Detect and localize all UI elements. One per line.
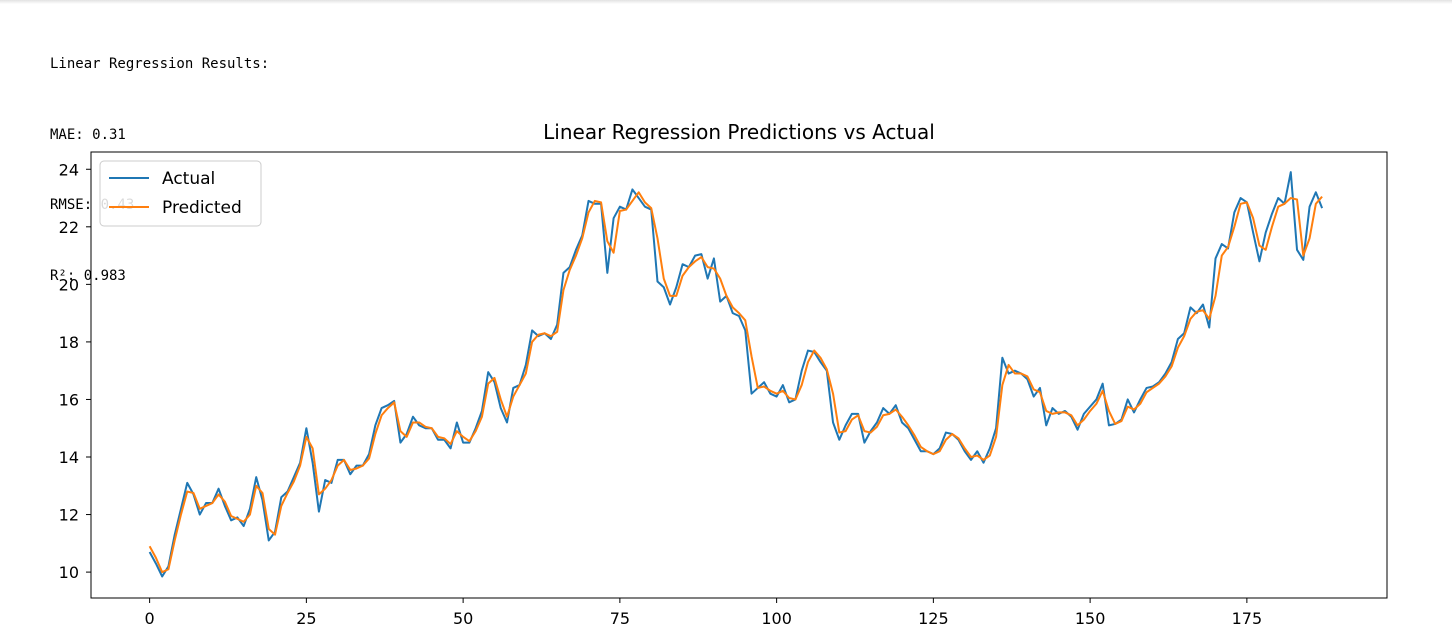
x-tick-label: 50 [453,609,473,628]
legend: Actual Predicted [99,160,262,227]
x-tick-label: 150 [1075,609,1106,628]
chart-title: Linear Regression Predictions vs Actual [543,120,935,144]
series-layer [148,171,1324,578]
x-tick-label: 75 [610,609,630,628]
legend-label-predicted: Predicted [162,198,242,218]
x-tick-label: 0 [145,609,155,628]
x-tick-label: 175 [1232,609,1263,628]
output-line-mae: MAE: 0.31 [50,126,126,143]
cell-top-border [0,0,1452,4]
axis-ticks: 0 25 50 75 100 125 150 175 10 12 14 16 18 20 22 24 [59,160,1262,628]
plot-frame [90,151,1388,599]
y-tick-label: 24 [59,160,79,179]
x-tick-label: 125 [918,609,949,628]
series-line-actual [148,171,1324,578]
x-tick-label: 100 [761,609,792,628]
y-tick-label: 16 [59,390,79,409]
series-line-predicted [148,191,1323,574]
y-tick-label: 14 [59,448,79,467]
y-tick-label: 10 [59,563,79,582]
x-tick-label: 25 [296,609,316,628]
y-tick-label: 12 [59,506,79,525]
output-line-r2: R²: 0.983 [50,267,126,284]
legend-label-actual: Actual [162,169,215,189]
y-tick-label: 22 [59,218,79,237]
output-line-heading: Linear Regression Results: [50,56,270,72]
y-tick-label: 18 [59,333,79,352]
y-tick-label: 20 [59,275,79,294]
